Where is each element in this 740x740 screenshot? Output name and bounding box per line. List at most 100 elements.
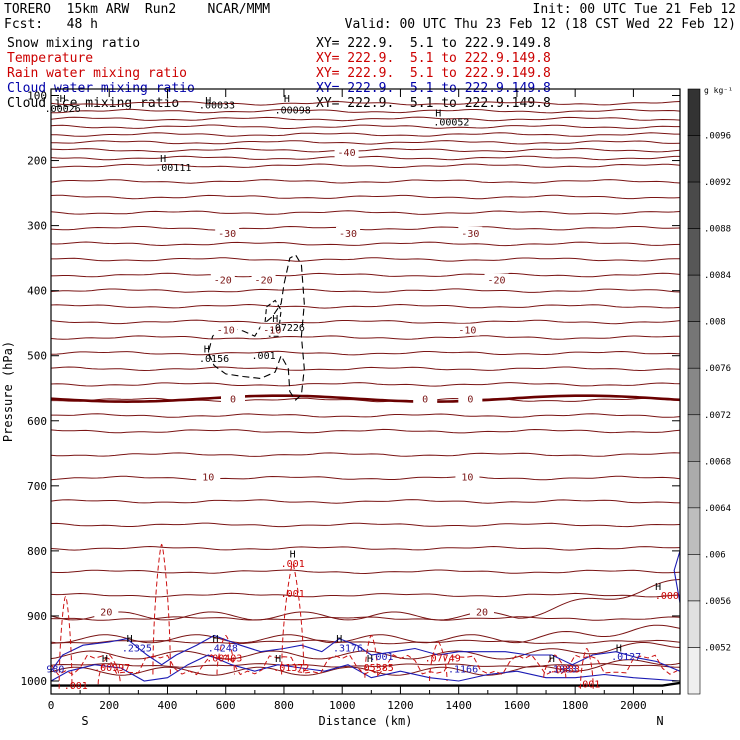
isotherm-line xyxy=(51,288,680,293)
isotherm-line xyxy=(51,499,680,504)
colorbar-swatch xyxy=(687,600,701,648)
rain-contour xyxy=(543,654,567,678)
extremum-value-label: .00997 xyxy=(94,663,130,674)
extremum-value-label: .1166 xyxy=(448,665,478,676)
model-title: TORERO 15km ARW Run2 NCAR/MMM xyxy=(4,2,271,17)
isotherm-line xyxy=(51,475,680,481)
rain-contour xyxy=(152,543,171,675)
extremum-value-label: .3176 xyxy=(333,644,363,655)
rain-contour xyxy=(58,595,73,689)
surface-line xyxy=(51,681,680,687)
extremum-value-label: .4248 xyxy=(208,644,238,655)
extremum-value-label: .00033 xyxy=(199,101,235,112)
isotherm-line xyxy=(51,179,680,184)
x-tick-label: 0 xyxy=(48,699,55,712)
colorbar-unit: g kg⁻¹ xyxy=(704,86,733,95)
colorbar-tick-label: .0088 xyxy=(704,225,731,235)
isotherm-line xyxy=(51,100,680,106)
isotherm-line xyxy=(51,194,680,200)
isotherm-line xyxy=(51,241,680,247)
isotherm-label-bg xyxy=(221,392,246,405)
extremum-value-label: .05385 xyxy=(358,663,394,674)
isotherm-line xyxy=(51,108,680,114)
extremum-marker: H xyxy=(336,634,342,645)
lower-isotherm-line xyxy=(51,579,680,621)
rain-contour xyxy=(429,641,448,681)
extremum-value-label: .2325 xyxy=(122,644,152,655)
colorbar-tick-label: .0092 xyxy=(704,178,731,188)
isotherm-line xyxy=(51,452,680,457)
extremum-value-label: .0156 xyxy=(199,354,229,365)
colorbar-swatch xyxy=(687,135,701,183)
isotherm-label: 10 xyxy=(461,473,473,484)
extremum-marker: H xyxy=(549,654,555,665)
colorbar-swatch xyxy=(687,507,701,555)
extremum-value-label: .1883 xyxy=(547,665,577,676)
field-xy-cloud-ice: XY= 222.9. 5.1 to 222.9.149.8 xyxy=(316,96,551,111)
extremum-value-label: .000 xyxy=(655,591,679,602)
colorbar-tick-label: .0096 xyxy=(704,132,731,142)
isotherm-line xyxy=(51,257,680,262)
rain-contour-band xyxy=(51,654,678,676)
colorbar: .0096 .0092 .0088 .0084 .008 .0076 .0072 .0068.… xyxy=(687,86,733,695)
field-xy-temperature: XY= 222.9. 5.1 to 222.9.149.8 xyxy=(316,51,551,66)
cloud-water-contour-edge xyxy=(673,550,680,604)
colorbar-tick-label: .0076 xyxy=(704,364,731,374)
rain-contour xyxy=(281,563,305,675)
colorbar-swatch xyxy=(687,647,701,695)
extremum-value-label: .00026 xyxy=(45,104,81,115)
isotherm-line xyxy=(51,147,680,153)
y-tick-label: 1000 xyxy=(21,675,48,688)
isotherm-line xyxy=(51,210,680,215)
isotherm-label: 0 xyxy=(422,395,428,406)
rain-contour xyxy=(579,647,594,689)
extremum-value-label: .01372 xyxy=(273,663,309,674)
colorbar-tick-label: .0084 xyxy=(704,271,731,281)
x-tick-label: 1400 xyxy=(445,699,472,712)
isotherm-label-bg xyxy=(215,226,240,239)
y-tick-label: 500 xyxy=(27,350,47,363)
colorbar-tick-label: .0064 xyxy=(704,504,731,514)
isotherm-line xyxy=(51,272,680,278)
isotherm-label-bg xyxy=(413,392,438,405)
x-tick-label: 1200 xyxy=(387,699,414,712)
isotherm-label: -10 xyxy=(263,326,281,337)
isotherm-line xyxy=(51,163,680,168)
init-time: Init: 00 UTC Tue 21 Feb 12 xyxy=(532,2,737,17)
isotherm-line xyxy=(51,303,680,309)
extremum-marker: H xyxy=(616,644,622,655)
extremum-marker: H xyxy=(275,654,281,665)
south-label: S xyxy=(81,714,88,728)
field-label-snow: Snow mixing ratio xyxy=(7,36,141,51)
isotherm-label-bg xyxy=(484,273,509,286)
extremum-value-label: .07749 xyxy=(425,653,461,664)
extremum-marker: H xyxy=(367,654,373,665)
isotherm-label: -30 xyxy=(339,229,357,240)
extremum-value-label: .00111 xyxy=(155,163,191,174)
x-tick-label: 400 xyxy=(158,699,178,712)
isotherm-label-bg xyxy=(196,470,221,483)
isotherm-label-bg xyxy=(455,470,480,483)
colorbar-swatch xyxy=(687,461,701,509)
isotherm-line xyxy=(51,132,680,137)
cloud-water-contour-lower xyxy=(51,654,680,682)
isotherm-line xyxy=(51,319,680,325)
isotherm-label-bg xyxy=(458,392,483,405)
colorbar-swatch xyxy=(687,321,701,369)
forecast-hour: Fcst: 48 h xyxy=(4,17,98,32)
extremum-value-label: .001 xyxy=(281,589,305,600)
isotherm-label-bg xyxy=(334,146,359,159)
colorbar-swatch xyxy=(687,88,701,136)
colorbar-swatch xyxy=(687,274,701,322)
isotherm-line xyxy=(51,155,680,161)
snow-contour-inner xyxy=(264,299,282,337)
isotherm-line xyxy=(51,569,680,575)
lower-isotherm-line xyxy=(51,624,680,644)
isotherm-label-bg xyxy=(260,323,285,336)
isotherm-label: -20 xyxy=(488,276,506,287)
isotherm-label: 10 xyxy=(202,473,214,484)
cloud-water-contour xyxy=(51,634,680,672)
colorbar-tick-label: .0056 xyxy=(704,597,731,607)
x-tick-label: 1000 xyxy=(329,699,356,712)
